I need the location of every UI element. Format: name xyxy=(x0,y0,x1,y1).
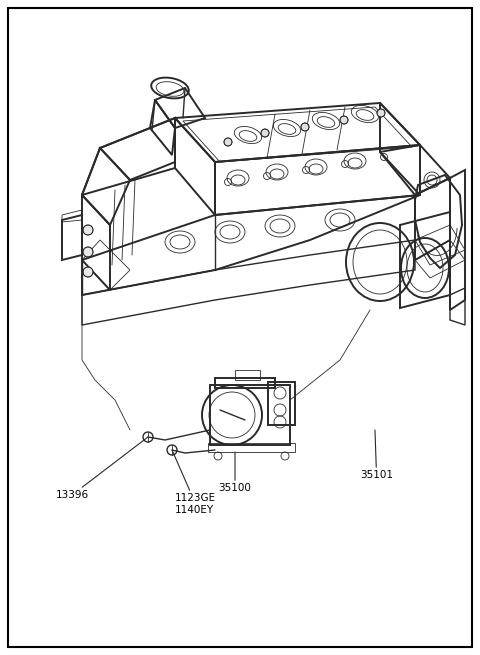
Circle shape xyxy=(83,247,93,257)
Text: 1123GE
1140EY: 1123GE 1140EY xyxy=(172,450,216,515)
Circle shape xyxy=(261,129,269,137)
Circle shape xyxy=(224,138,232,146)
Circle shape xyxy=(83,267,93,277)
Circle shape xyxy=(301,123,309,131)
Circle shape xyxy=(83,225,93,235)
Text: 35101: 35101 xyxy=(360,430,393,480)
Text: 35100: 35100 xyxy=(218,452,252,493)
Circle shape xyxy=(340,116,348,124)
Text: 13396: 13396 xyxy=(55,437,148,500)
Circle shape xyxy=(377,109,385,117)
